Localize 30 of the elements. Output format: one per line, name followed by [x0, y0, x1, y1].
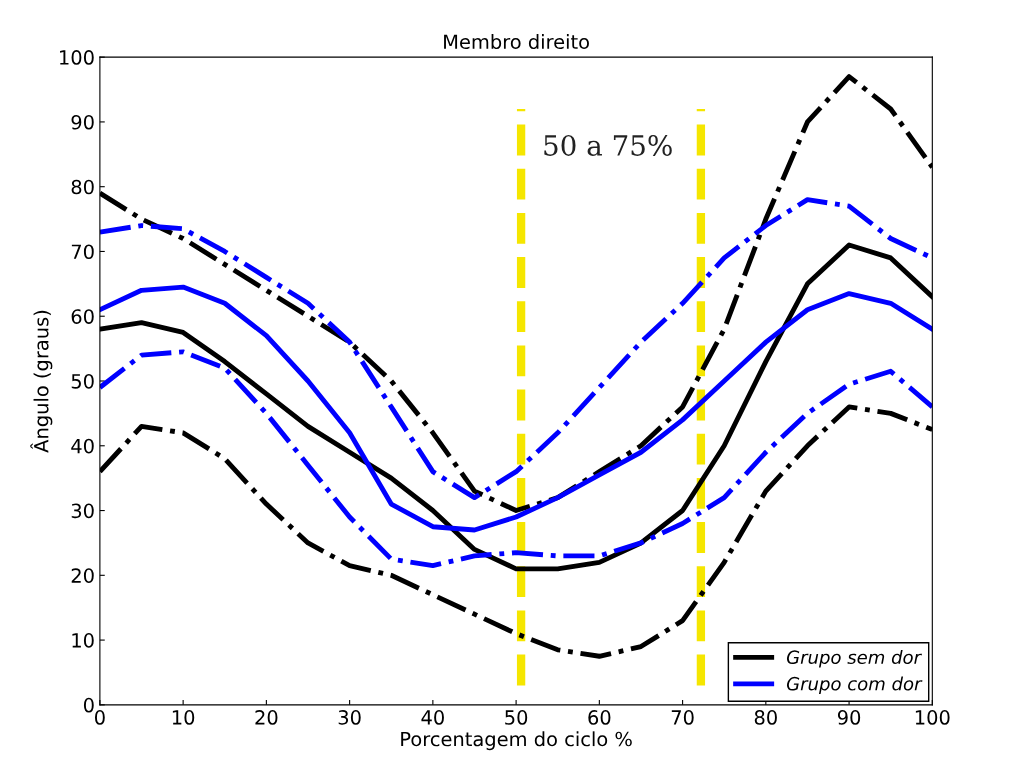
- x-tick-label: 80: [754, 710, 777, 725]
- y-axis-title: Ângulo (graus): [30, 310, 53, 453]
- y-tick-label: 60: [71, 309, 94, 324]
- y-tick-label: 90: [71, 114, 94, 130]
- legend-label: Grupo sem dor: [786, 650, 922, 668]
- y-tick-label: 80: [71, 179, 94, 195]
- x-tick-label: 10: [172, 710, 195, 725]
- chart-title: Membro direito: [444, 34, 589, 50]
- x-tick-label: 70: [671, 710, 694, 725]
- x-tick-label: 100: [915, 710, 950, 725]
- x-axis-title: Porcentagem do ciclo %: [401, 731, 632, 751]
- x-tick-label: 30: [338, 710, 361, 725]
- y-tick-label: 40: [71, 438, 94, 454]
- y-tick-label: 70: [71, 244, 94, 260]
- y-tick-label: 50: [71, 373, 94, 389]
- y-tick-label: 100: [60, 50, 94, 65]
- line-series: [99, 284, 933, 533]
- x-tick-label: 40: [421, 710, 444, 725]
- x-tick-label: 20: [255, 710, 278, 725]
- y-tick-label: 20: [71, 568, 94, 583]
- x-tick-label: 90: [837, 710, 861, 725]
- y-tick-label: 0: [83, 697, 94, 713]
- x-tick-label: 50: [505, 710, 528, 725]
- line-series: [99, 349, 933, 569]
- annotation: 50 a 75%: [544, 134, 672, 156]
- x-tick-label: 60: [588, 710, 611, 725]
- y-tick-label: 30: [71, 503, 94, 519]
- x-tick-label: 0: [94, 710, 105, 725]
- y-tick-label: 10: [72, 633, 94, 648]
- legend-label: Grupo com dor: [786, 676, 923, 695]
